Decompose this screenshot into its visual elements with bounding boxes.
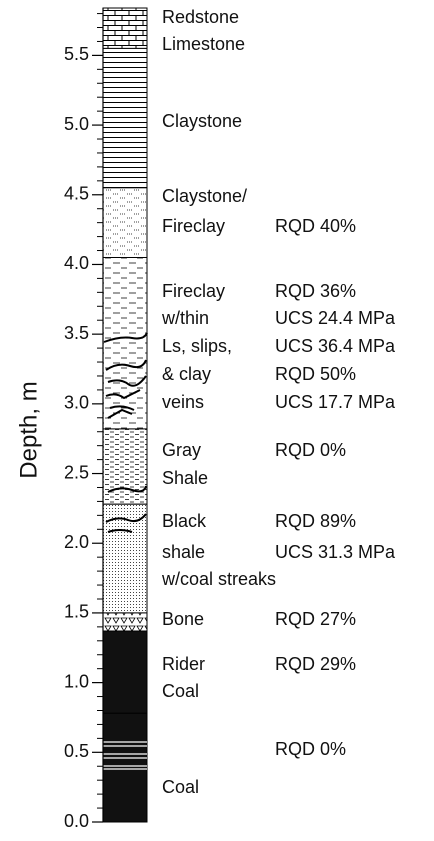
- layer-label: Claystone/: [162, 186, 247, 206]
- layer: [102, 47, 148, 189]
- note: UCS 36.4 MPa: [275, 336, 396, 356]
- tick-label: 5.5: [64, 44, 89, 64]
- tick-label: 5.0: [64, 114, 89, 134]
- layer: [102, 428, 148, 505]
- layer: [102, 256, 148, 430]
- tick-label: 1.0: [64, 671, 89, 691]
- layer-label: Fireclay: [162, 216, 225, 236]
- layer: [102, 630, 148, 714]
- layer-label: Gray: [162, 440, 201, 460]
- note: RQD 0%: [275, 440, 346, 460]
- layer-label: Redstone: [162, 7, 239, 27]
- layer-label: Limestone: [162, 34, 245, 54]
- layer-label: Black: [162, 511, 207, 531]
- note: RQD 89%: [275, 511, 356, 531]
- layer-label: Ls, slips,: [162, 336, 232, 356]
- layer-label: Bone: [162, 609, 204, 629]
- tick-label: 1.5: [64, 602, 89, 622]
- note: RQD 0%: [275, 739, 346, 759]
- note: RQD 40%: [275, 216, 356, 236]
- layer: [102, 712, 148, 823]
- note: UCS 24.4 MPa: [275, 308, 396, 328]
- layer-label: Shale: [162, 468, 208, 488]
- axis: 0.0 0.5 1.0 1.5 2.0 2.5 3.0 3.5 4.0 4.5 5.0 5.5: [64, 8, 104, 831]
- tick-label: 2.0: [64, 532, 89, 552]
- note: RQD 36%: [275, 281, 356, 301]
- layer-label: Claystone: [162, 111, 242, 131]
- axis-title: Depth, m: [15, 381, 42, 478]
- tick-label: 3.0: [64, 393, 89, 413]
- layer: [102, 7, 148, 49]
- layer-label: Coal: [162, 681, 199, 701]
- labels: Redstone Limestone Claystone Claystone/ …: [161, 7, 396, 797]
- tick-label: 2.5: [64, 462, 89, 482]
- tick-label: 0.5: [64, 741, 89, 761]
- layer: [102, 187, 148, 258]
- layer-label: w/thin: [161, 308, 209, 328]
- layer-label: w/coal streaks: [161, 569, 276, 589]
- note: UCS 17.7 MPa: [275, 392, 396, 412]
- tick-label: 3.5: [64, 323, 89, 343]
- layer-label: Coal: [162, 777, 199, 797]
- note: RQD 27%: [275, 609, 356, 629]
- slip-lines: [103, 332, 148, 533]
- layer-label: veins: [162, 392, 204, 412]
- tick-label: 0.0: [64, 811, 89, 831]
- layer-label: Fireclay: [162, 281, 225, 301]
- note: RQD 50%: [275, 364, 356, 384]
- layer: [102, 612, 148, 632]
- note: RQD 29%: [275, 654, 356, 674]
- note: UCS 31.3 MPa: [275, 542, 396, 562]
- layers: [102, 7, 148, 823]
- tick-label: 4.5: [64, 184, 89, 204]
- layer-label: Rider: [162, 654, 205, 674]
- layer: [102, 503, 148, 614]
- layer-label: shale: [162, 542, 205, 562]
- layer-label: & clay: [162, 364, 211, 384]
- tick-label: 4.0: [64, 253, 89, 273]
